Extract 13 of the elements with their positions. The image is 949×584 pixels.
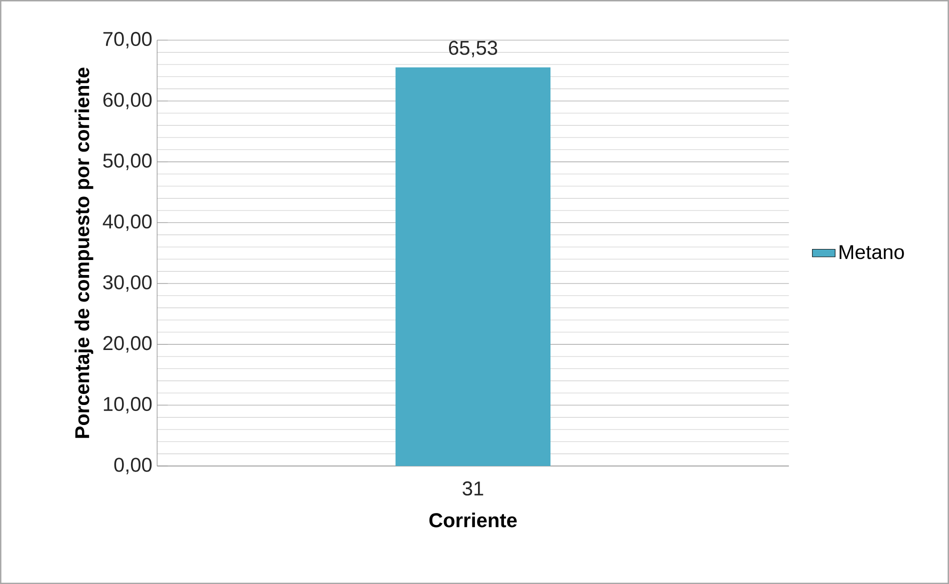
y-tick-label: 30,00: [103, 275, 152, 292]
legend-label: Metano: [840, 245, 904, 260]
y-tick-label: 60,00: [103, 92, 152, 110]
y-tick-label: 0,00: [114, 458, 152, 474]
y-tick-label: 50,00: [103, 154, 152, 170]
y-tick-label: 70,00: [103, 32, 152, 48]
y-tick-label: 40,00: [102, 214, 152, 231]
text: 65,53: [449, 40, 498, 58]
y-tick-label: 20,00: [103, 336, 152, 353]
y-axis-title: Porcentaje de compuesto por corriente: [74, 68, 94, 438]
x-tick-label: 31: [462, 481, 484, 496]
x-axis-title: Corriente: [429, 512, 517, 528]
y-tick-label: 10,00: [104, 396, 152, 414]
